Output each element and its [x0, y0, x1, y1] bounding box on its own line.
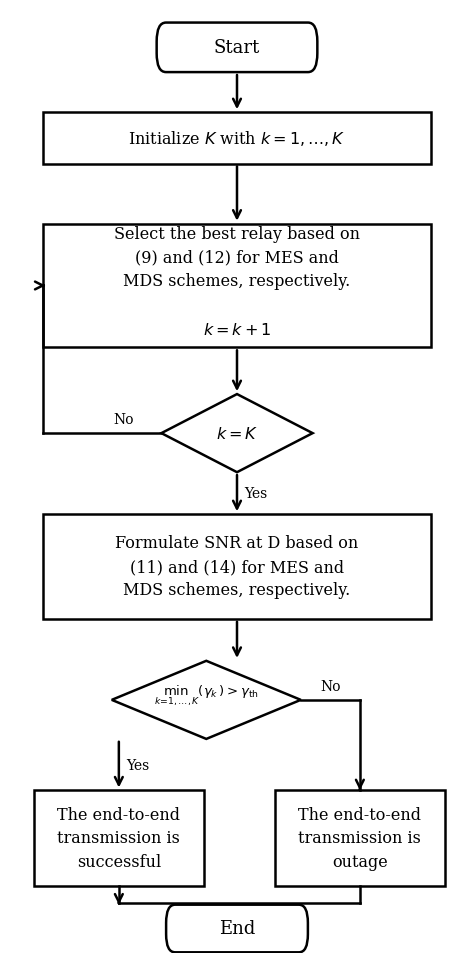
- Text: $k = k+1$: $k = k+1$: [203, 321, 271, 338]
- Bar: [275, 791, 445, 885]
- Polygon shape: [161, 395, 313, 473]
- Text: Yes: Yes: [244, 487, 267, 500]
- Text: No: No: [320, 679, 341, 693]
- Text: The end-to-end
transmission is
successful: The end-to-end transmission is successfu…: [57, 806, 180, 870]
- Text: $\min_{k=1,\ldots,K}(\gamma_k)>\gamma_{\mathrm{th}}$: $\min_{k=1,\ldots,K}(\gamma_k)>\gamma_{\…: [154, 682, 259, 707]
- Text: $k$$=$$K$: $k$$=$$K$: [216, 425, 258, 442]
- Text: The end-to-end
transmission is
outage: The end-to-end transmission is outage: [298, 806, 421, 870]
- FancyBboxPatch shape: [156, 24, 318, 73]
- Text: Yes: Yes: [126, 758, 149, 772]
- Text: Initialize $K$ with $k$$=$$1,\ldots,K$: Initialize $K$ with $k$$=$$1,\ldots,K$: [128, 130, 346, 148]
- Bar: [43, 224, 431, 348]
- Text: No: No: [113, 413, 134, 426]
- Text: Formulate SNR at D based on
(11) and (14) for MES and
MDS schemes, respectively.: Formulate SNR at D based on (11) and (14…: [115, 535, 359, 598]
- Text: End: End: [219, 920, 255, 938]
- Text: Select the best relay based on
(9) and (12) for MES and
MDS schemes, respectivel: Select the best relay based on (9) and (…: [114, 226, 360, 290]
- Bar: [43, 515, 431, 619]
- Bar: [34, 791, 204, 885]
- FancyBboxPatch shape: [166, 904, 308, 952]
- Polygon shape: [112, 661, 301, 740]
- Text: Start: Start: [214, 39, 260, 57]
- Bar: [43, 113, 431, 164]
